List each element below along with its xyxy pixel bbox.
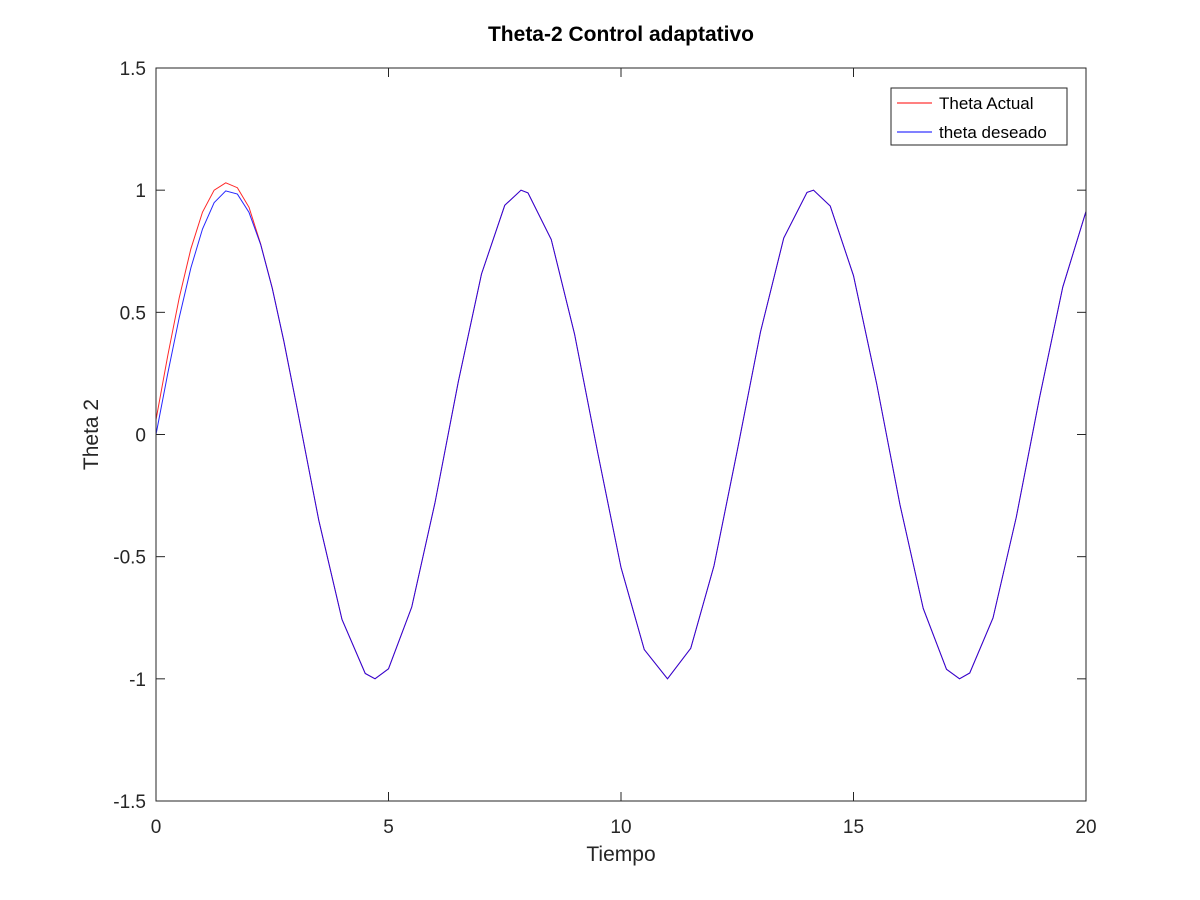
plot-area (156, 68, 1086, 801)
y-tick-label: 0 (135, 426, 146, 447)
x-tick-label: 15 (843, 817, 864, 838)
x-axis-label: Tiempo (586, 843, 655, 866)
y-tick-label: 1 (135, 181, 146, 202)
legend-label-theta-actual: Theta Actual (939, 94, 1034, 113)
series-line-theta-deseado (155, 189, 1087, 680)
y-tick-label: -1 (129, 670, 146, 691)
y-tick-label: -0.5 (113, 548, 146, 569)
series-layer (155, 182, 1087, 680)
x-tick-label: 5 (383, 817, 394, 838)
y-axis-label: Theta 2 (80, 399, 103, 470)
y-tick-label: 1.5 (120, 59, 146, 80)
x-tick-label: 0 (151, 817, 162, 838)
x-tick-label: 20 (1075, 817, 1096, 838)
legend-label-theta-deseado: theta deseado (939, 123, 1047, 142)
y-tick-label: -1.5 (113, 792, 146, 813)
chart-title: Theta-2 Control adaptativo (488, 23, 754, 46)
x-tick-label: 10 (610, 817, 631, 838)
y-tick-label: 0.5 (120, 303, 146, 324)
tick-layer: 0 5 10 15 20 -1.5 -1 -0.5 0 0.5 1 1.5 (113, 59, 1096, 838)
legend-box (890, 87, 1068, 146)
legend: Theta Actual theta deseado (890, 87, 1068, 146)
